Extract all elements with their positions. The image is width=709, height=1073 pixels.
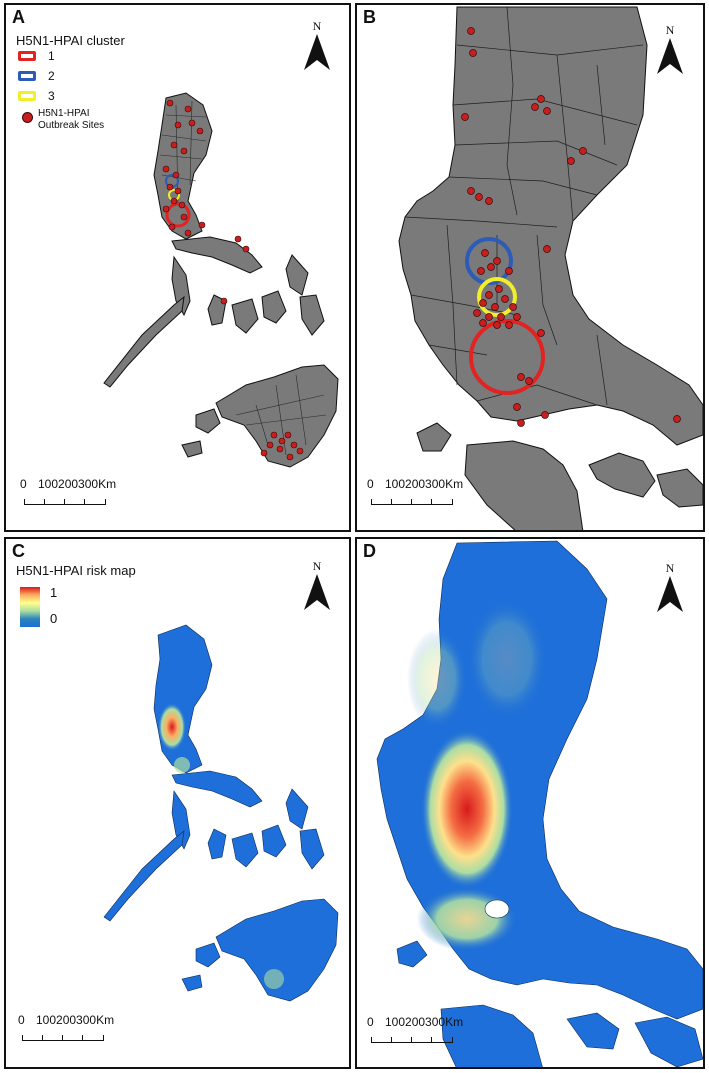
risk-legend: H5N1-HPAI risk map 1 0 (16, 563, 136, 627)
panel-label: D (363, 541, 376, 561)
legend-item-1: 1 (16, 48, 125, 68)
north-arrow-icon (304, 34, 330, 70)
scale-label-km: 100200300Km (36, 1013, 115, 1027)
panel-d: D N 0 100200300Km (355, 537, 705, 1069)
scale-label-km: 100200300Km (385, 1015, 464, 1029)
legend-item-2: 2 (16, 68, 125, 88)
legend-label: 1 (48, 49, 55, 63)
scale-bar: 0 100200300Km (367, 1015, 487, 1047)
north-label: N (312, 19, 322, 33)
risk-max-label: 1 (50, 585, 58, 600)
risk-min-label: 0 (50, 611, 58, 626)
risk-color-ramp (20, 587, 40, 627)
panel-a: A H5N1-HPAI cluster 1 2 3 H5N1-HPAI Outb… (4, 3, 351, 532)
risk-warm-area (417, 887, 517, 951)
philippines-map-outbreaks (103, 92, 339, 468)
panel-c: C H5N1-HPAI risk map 1 0 N 0 100200300Km (4, 537, 351, 1069)
cluster-2-swatch (18, 71, 36, 81)
north-arrow: N (653, 23, 687, 75)
outbreak-sites (461, 27, 681, 427)
scale-label-km: 100200300Km (38, 477, 117, 491)
outbreak-sites (162, 99, 304, 461)
scale-bar: 0 100200300Km (367, 477, 487, 509)
north-arrow-icon (657, 38, 683, 74)
north-arrow-icon (657, 576, 683, 612)
panel-label: C (12, 541, 25, 561)
north-arrow: N (300, 19, 334, 71)
cluster-1-swatch (18, 51, 36, 61)
legend-title: H5N1-HPAI cluster (16, 33, 125, 48)
legend-item-3: 3 (16, 88, 125, 108)
scale-label-km: 100200300Km (385, 477, 464, 491)
panel-label: A (12, 7, 25, 27)
panel-b: B N 0 100200300Km (355, 3, 705, 532)
legend-item-outbreak: H5N1-HPAI Outbreak Sites (16, 108, 125, 134)
philippines-risk-map (103, 624, 339, 1002)
north-arrow-icon (304, 574, 330, 610)
outbreak-label-line1: H5N1-HPAI (38, 108, 90, 119)
scale-label-zero: 0 (367, 477, 374, 491)
cluster-3-swatch (18, 91, 36, 101)
north-label: N (665, 23, 675, 37)
north-arrow: N (300, 559, 334, 611)
scale-label-zero: 0 (367, 1015, 374, 1029)
panel-label: B (363, 7, 376, 27)
scale-label-zero: 0 (18, 1013, 25, 1027)
cluster-1-circle (469, 319, 545, 395)
outbreak-dot-icon (22, 112, 33, 123)
luzon-map-outbreaks (398, 6, 703, 530)
risk-hotspot (421, 729, 513, 889)
outbreak-label: H5N1-HPAI Outbreak Sites (38, 108, 104, 132)
legend-label: 3 (48, 89, 55, 103)
cluster-3-circle (477, 277, 517, 317)
cluster-legend: H5N1-HPAI cluster 1 2 3 H5N1-HPAI Outbre… (16, 33, 125, 134)
cluster-1-circle (165, 202, 191, 228)
luzon-risk-map (376, 540, 703, 1067)
scale-label-zero: 0 (20, 477, 27, 491)
scale-bar: 0 100200300Km (18, 1013, 138, 1045)
legend-label: 2 (48, 69, 55, 83)
north-arrow: N (653, 561, 687, 613)
north-label: N (665, 561, 675, 575)
north-label: N (312, 559, 322, 573)
outbreak-label-line2: Outbreak Sites (38, 120, 105, 131)
scale-bar: 0 100200300Km (20, 477, 140, 509)
risk-hotspot (158, 703, 186, 751)
risk-legend-title: H5N1-HPAI risk map (16, 563, 136, 578)
